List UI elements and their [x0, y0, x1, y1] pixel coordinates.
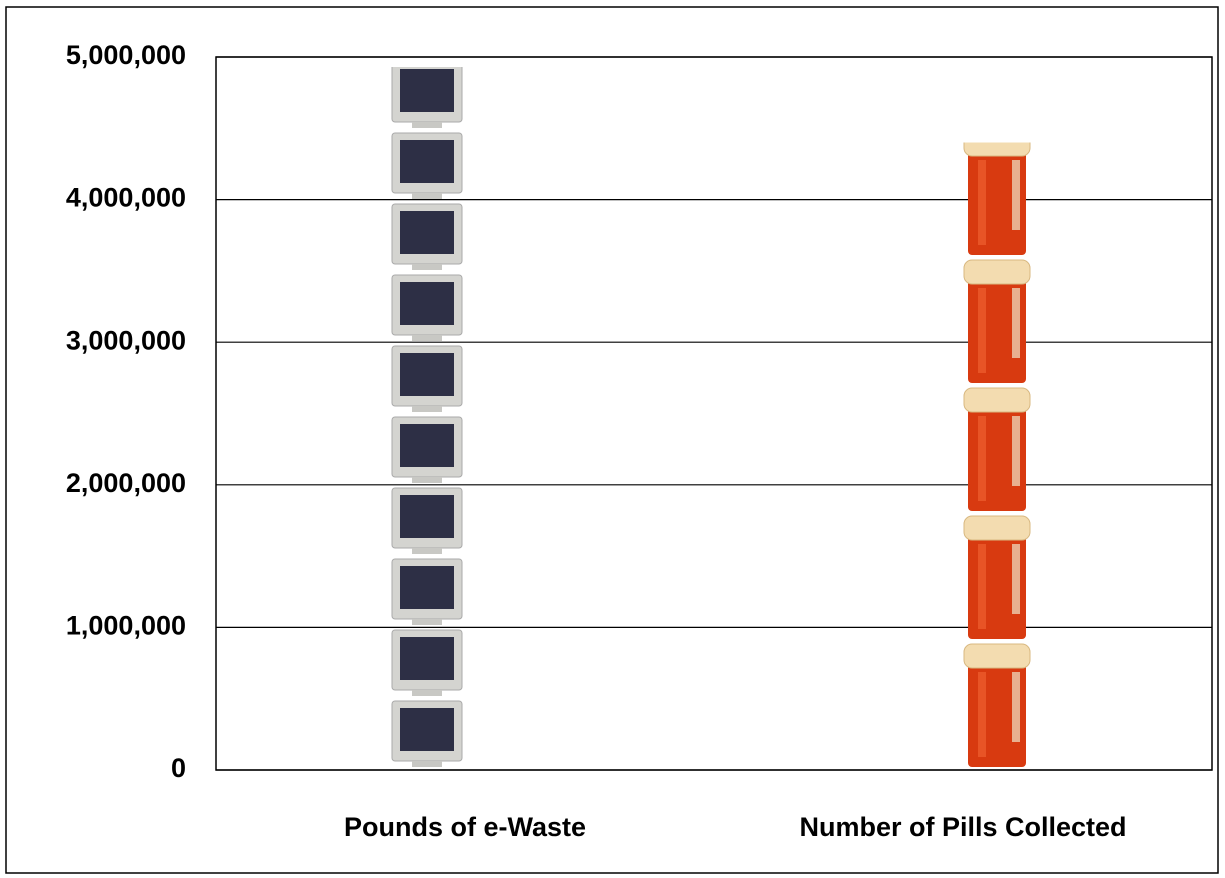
y-tick-label: 0	[171, 753, 186, 783]
y-tick-label: 3,000,000	[66, 325, 186, 355]
bottle-shine	[978, 288, 986, 373]
bar-icons	[964, 132, 1030, 767]
x-tick-label: Pounds of e-Waste	[344, 812, 586, 842]
monitor-stand	[412, 406, 442, 412]
y-tick-label: 4,000,000	[66, 183, 186, 213]
bottle-label	[1012, 288, 1020, 358]
bottle-label	[1012, 544, 1020, 614]
monitor-stand	[412, 761, 442, 767]
monitor-screen	[400, 495, 454, 538]
monitor-screen	[400, 211, 454, 254]
monitor-stand	[412, 335, 442, 341]
monitor-screen	[400, 566, 454, 609]
monitor-stand	[412, 122, 442, 128]
bottle-label	[1012, 672, 1020, 742]
bottle-shine	[978, 416, 986, 501]
bottle-cap	[964, 260, 1030, 284]
monitor-stand	[412, 690, 442, 696]
monitor-screen	[400, 637, 454, 680]
chart-frame	[6, 7, 1218, 873]
bottle-cap	[964, 388, 1030, 412]
monitor-stand	[412, 619, 442, 625]
monitor-stand	[412, 193, 442, 199]
chart: 0 1,000,000 2,000,000 3,000,000 4,000,000 5,0…	[0, 0, 1225, 878]
monitor-screen	[400, 424, 454, 467]
bottle-shine	[978, 160, 986, 245]
bottle-shine	[978, 544, 986, 629]
monitor-screen	[400, 353, 454, 396]
monitor-stand	[412, 548, 442, 554]
monitor-screen	[400, 708, 454, 751]
bottle-label	[1012, 160, 1020, 230]
monitor-screen	[400, 140, 454, 183]
monitor-stand	[412, 264, 442, 270]
y-tick-label: 2,000,000	[66, 468, 186, 498]
x-tick-label: Number of Pills Collected	[799, 812, 1126, 842]
bottle-label	[1012, 416, 1020, 486]
bottle-cap	[964, 516, 1030, 540]
bottle-shine	[978, 672, 986, 757]
y-tick-label: 5,000,000	[66, 40, 186, 70]
bottle-cap	[964, 644, 1030, 668]
monitor-stand	[412, 477, 442, 483]
y-tick-label: 1,000,000	[66, 611, 186, 641]
monitor-screen	[400, 282, 454, 325]
monitor-screen	[400, 69, 454, 112]
